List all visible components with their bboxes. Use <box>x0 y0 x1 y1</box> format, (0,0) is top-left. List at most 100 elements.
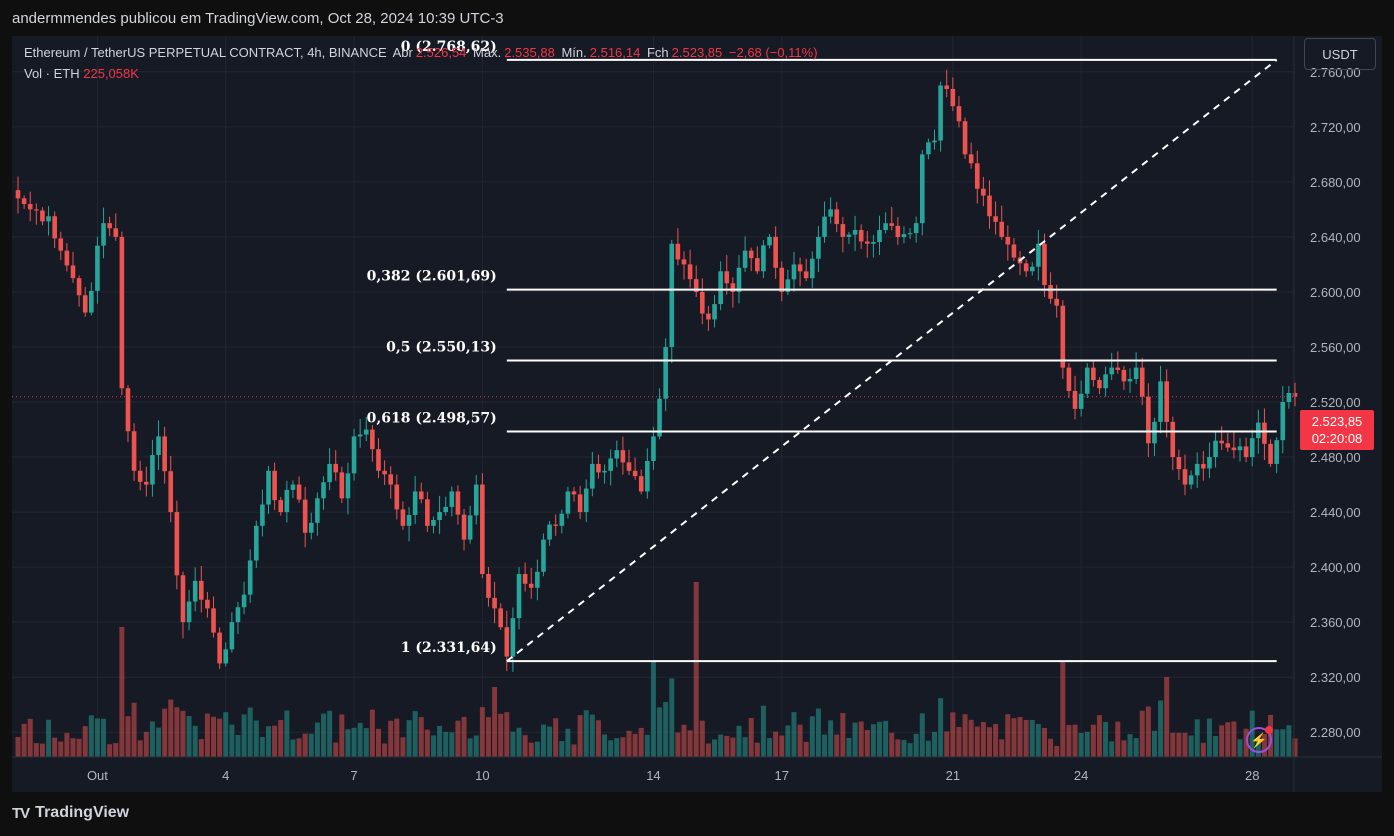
candle-body <box>1023 263 1029 272</box>
volume-bar <box>657 707 663 757</box>
volume-bar <box>620 737 626 757</box>
candle-body <box>1127 378 1133 382</box>
candle-body <box>620 450 626 463</box>
candle-body <box>308 522 314 533</box>
candle-body <box>638 476 644 492</box>
candle-body <box>522 573 528 584</box>
candle-body <box>247 560 253 595</box>
volume-bar <box>767 738 773 757</box>
candle-body <box>718 271 723 305</box>
volume-bar <box>473 735 479 757</box>
volume-bar <box>21 723 27 757</box>
fibonacci-retracement: 0 (2.768,62) 0,382 (2.601,69) 0,5 (2.550,1… <box>367 39 1278 663</box>
candle-body <box>1054 298 1059 306</box>
volume-bar <box>791 712 797 757</box>
volume-bar <box>858 721 864 757</box>
volume-bar <box>760 705 766 757</box>
price-chart[interactable]: 0 (2.768,62) 0,382 (2.601,69) 0,5 (2.550,1… <box>12 36 1382 792</box>
candle-body <box>1005 236 1011 245</box>
volume-bar <box>33 743 39 757</box>
symbol-title[interactable]: Ethereum / TetherUS PERPETUAL CONTRACT, … <box>24 45 387 60</box>
time-tick-label: 4 <box>222 768 229 783</box>
candle-body <box>40 210 45 222</box>
close-value: 2.523,85 <box>671 45 723 60</box>
volume-bar <box>168 699 174 757</box>
volume-bar <box>192 725 198 757</box>
volume-label[interactable]: Vol · ETH <box>24 66 80 81</box>
volume-bar <box>58 741 64 757</box>
volume-bar <box>950 712 956 757</box>
candle-body <box>1188 475 1194 485</box>
volume-bar <box>1017 717 1023 757</box>
volume-bar <box>388 720 394 757</box>
volume-bar <box>815 708 821 757</box>
candle-body <box>1176 457 1182 470</box>
volume-bar <box>522 735 528 757</box>
volume-bar <box>351 727 357 757</box>
volume-bar <box>901 739 907 757</box>
candle-body <box>663 346 668 399</box>
candle-body <box>363 429 369 435</box>
lightning-icon[interactable]: ⚡ <box>1246 726 1273 753</box>
volume-bar <box>1206 718 1212 757</box>
candle-body <box>675 243 681 260</box>
candle-body <box>504 627 510 657</box>
candle-body <box>290 484 296 490</box>
volume-bar <box>1011 718 1017 757</box>
candle-body <box>333 463 339 473</box>
time-tick-label: 24 <box>1074 768 1088 783</box>
volume-bar <box>681 724 687 757</box>
price-tick-label: 2.440,00 <box>1310 505 1361 520</box>
volume-bar <box>125 716 131 757</box>
volume-bar <box>748 717 754 757</box>
candle-body <box>816 236 821 259</box>
candle-body <box>852 230 858 235</box>
candle-body <box>260 504 265 526</box>
candle-body <box>1121 369 1127 382</box>
volume-legend: Vol · ETH 225,058K <box>24 66 139 81</box>
volume-bar <box>1115 721 1121 757</box>
volume-bar <box>956 726 962 757</box>
volume-bar <box>834 734 840 757</box>
volume-bar <box>699 720 705 757</box>
volume-bar <box>510 731 516 757</box>
fib-level-label: 1 (2.331,64) <box>401 640 497 656</box>
volume-bar <box>852 722 858 757</box>
candle-body <box>186 601 192 623</box>
tradingview-logo-icon: TV <box>12 804 30 822</box>
candle-body <box>46 216 51 222</box>
volume-bar <box>375 728 381 757</box>
candle-body <box>1213 440 1218 458</box>
candle-body <box>834 209 840 225</box>
price-tick-label: 2.560,00 <box>1310 340 1361 355</box>
volume-bar <box>553 718 559 757</box>
candle-body <box>1268 443 1273 464</box>
candle-body <box>840 224 846 237</box>
candle-body <box>1164 381 1169 422</box>
high-value: 2.535,88 <box>504 45 555 60</box>
volume-bar <box>944 731 950 757</box>
volume-bar <box>846 737 852 757</box>
volume-bar <box>669 678 675 757</box>
volume-bar <box>1023 719 1029 757</box>
volume-bar <box>492 687 498 757</box>
volume-bar <box>1041 727 1047 757</box>
candle-body <box>425 499 430 526</box>
volume-bar <box>467 738 473 757</box>
price-tick-label: 2.480,00 <box>1310 450 1361 465</box>
volume-bar <box>137 740 143 757</box>
candle-body <box>810 258 815 279</box>
currency-button[interactable]: USDT <box>1304 38 1376 70</box>
candle-body <box>1146 396 1151 444</box>
candle-body <box>828 209 833 217</box>
volume-bar <box>1188 735 1194 757</box>
volume-bar <box>687 730 693 757</box>
price-tick-label: 2.600,00 <box>1310 285 1361 300</box>
volume-bar <box>595 720 601 757</box>
time-tick-label: 21 <box>946 768 960 783</box>
volume-bar <box>241 714 247 757</box>
price-tick-label: 2.680,00 <box>1310 175 1361 190</box>
candle-body <box>596 463 601 473</box>
candle-body <box>577 494 583 513</box>
candle-body <box>52 216 57 239</box>
